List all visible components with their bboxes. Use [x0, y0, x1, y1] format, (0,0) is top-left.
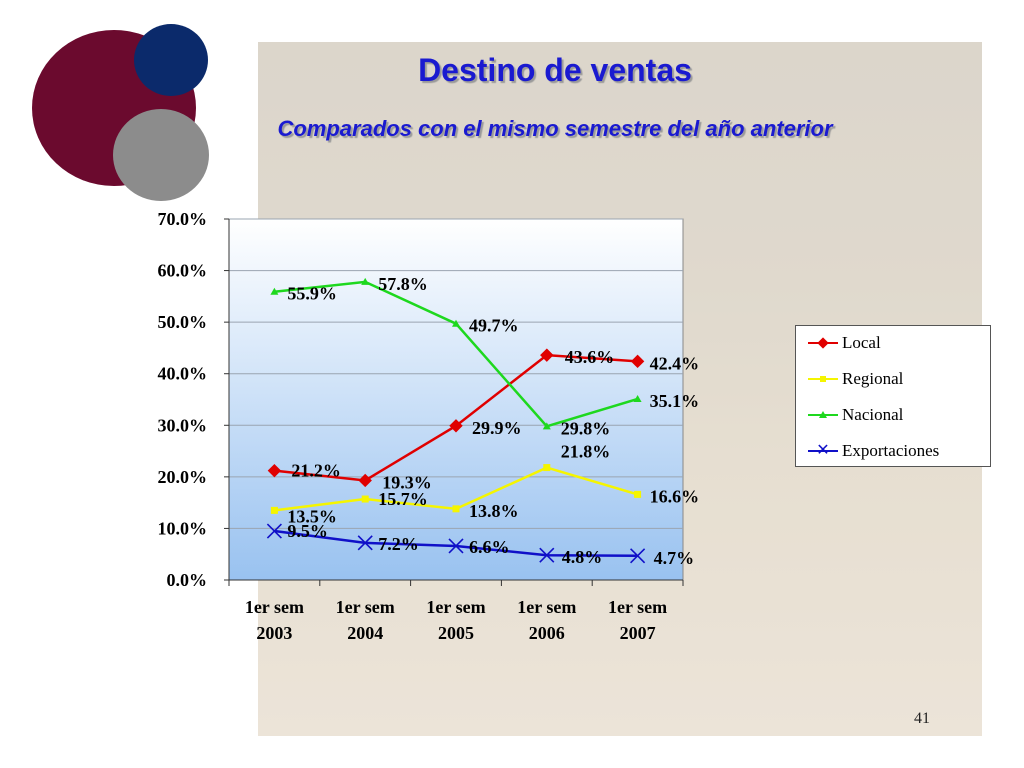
y-tick-label: 30.0% — [158, 415, 208, 435]
data-point-local — [540, 348, 554, 362]
data-label-exportaciones: 4.8% — [562, 547, 603, 567]
data-label-exportaciones: 7.2% — [378, 534, 419, 554]
data-label-nacional: 29.8% — [561, 418, 611, 438]
data-label-regional: 21.8% — [561, 442, 611, 462]
legend-label: Exportaciones — [842, 441, 940, 460]
data-label-local: 19.3% — [382, 472, 432, 492]
data-label-local: 29.9% — [472, 418, 522, 438]
y-tick-label: 60.0% — [158, 261, 208, 281]
data-label-nacional: 35.1% — [650, 391, 700, 411]
legend-swatch — [808, 332, 838, 354]
data-label-exportaciones: 4.7% — [654, 548, 695, 568]
data-label-nacional: 49.7% — [469, 316, 519, 336]
data-label-regional: 16.6% — [650, 486, 700, 506]
data-point-nacional — [452, 319, 460, 327]
marker-stroke — [357, 535, 373, 551]
x-tick-label: 1er sem 2005 — [426, 597, 485, 643]
data-label-local: 42.4% — [650, 353, 700, 373]
marker-stroke — [266, 523, 282, 539]
data-point-regional — [543, 464, 551, 472]
data-point-exportaciones — [539, 547, 555, 563]
data-point-exportaciones — [357, 535, 373, 551]
data-label-nacional: 55.9% — [287, 284, 337, 304]
data-point-regional — [634, 490, 642, 498]
decorative-circle-gray — [113, 109, 209, 201]
slide-title: Destino de ventas — [418, 52, 692, 88]
x-tick-label: 1er sem 2006 — [517, 597, 576, 643]
legend-swatch — [808, 368, 838, 390]
y-tick-label: 10.0% — [158, 518, 208, 538]
data-label-regional: 13.5% — [287, 506, 337, 526]
legend-swatch: ✕ — [808, 440, 838, 462]
marker-stroke — [630, 548, 646, 564]
data-point-regional — [270, 506, 278, 514]
y-tick-label: 20.0% — [158, 467, 208, 487]
data-point-exportaciones — [448, 538, 464, 554]
page-number: 41 — [914, 710, 930, 727]
legend-item-local: Local — [808, 332, 881, 354]
chart-legend: Local Regional Nacional ✕ Exportaciones — [795, 325, 991, 467]
y-tick-label: 70.0% — [158, 209, 208, 229]
data-point-nacional — [361, 277, 370, 285]
x-tick-label: 1er sem 2003 — [245, 597, 304, 643]
data-point-exportaciones — [266, 523, 282, 539]
legend-label: Regional — [842, 369, 904, 388]
data-label-exportaciones: 9.5% — [287, 521, 328, 541]
x-tick-label: 1er sem 2004 — [336, 597, 395, 643]
data-label-nacional: 57.8% — [378, 274, 428, 294]
legend-label: Nacional — [842, 405, 904, 424]
slide-subtitle: Comparados con el mismo semestre del año… — [277, 116, 833, 141]
data-point-exportaciones — [630, 548, 646, 564]
y-tick-label: 0.0% — [167, 570, 208, 590]
data-label-regional: 13.8% — [469, 501, 519, 521]
data-point-local — [449, 419, 463, 433]
plot-area-background — [228, 218, 684, 581]
data-point-nacional — [633, 394, 642, 402]
x-tick-label: 1er sem 2007 — [608, 597, 667, 643]
marker-stroke — [448, 538, 464, 554]
marker-stroke — [539, 547, 555, 563]
data-label-local: 43.6% — [565, 347, 615, 367]
data-point-nacional — [542, 422, 551, 430]
data-point-local — [267, 463, 282, 478]
data-point-regional — [361, 495, 369, 503]
legend-swatch — [808, 404, 838, 426]
data-point-local — [630, 354, 645, 369]
legend-item-nacional: Nacional — [808, 404, 903, 426]
legend-item-regional: Regional — [808, 368, 903, 390]
data-point-regional — [452, 505, 460, 513]
data-label-exportaciones: 6.6% — [469, 537, 510, 557]
y-tick-label: 40.0% — [158, 364, 208, 384]
legend-label: Local — [842, 333, 881, 352]
data-point-nacional — [270, 287, 279, 295]
data-point-local — [358, 473, 372, 488]
data-label-local: 21.2% — [291, 461, 341, 481]
decorative-circle-navy — [134, 24, 208, 96]
data-label-regional: 15.7% — [378, 489, 428, 509]
y-tick-label: 50.0% — [158, 312, 208, 332]
legend-item-exportaciones: ✕ Exportaciones — [808, 440, 939, 462]
